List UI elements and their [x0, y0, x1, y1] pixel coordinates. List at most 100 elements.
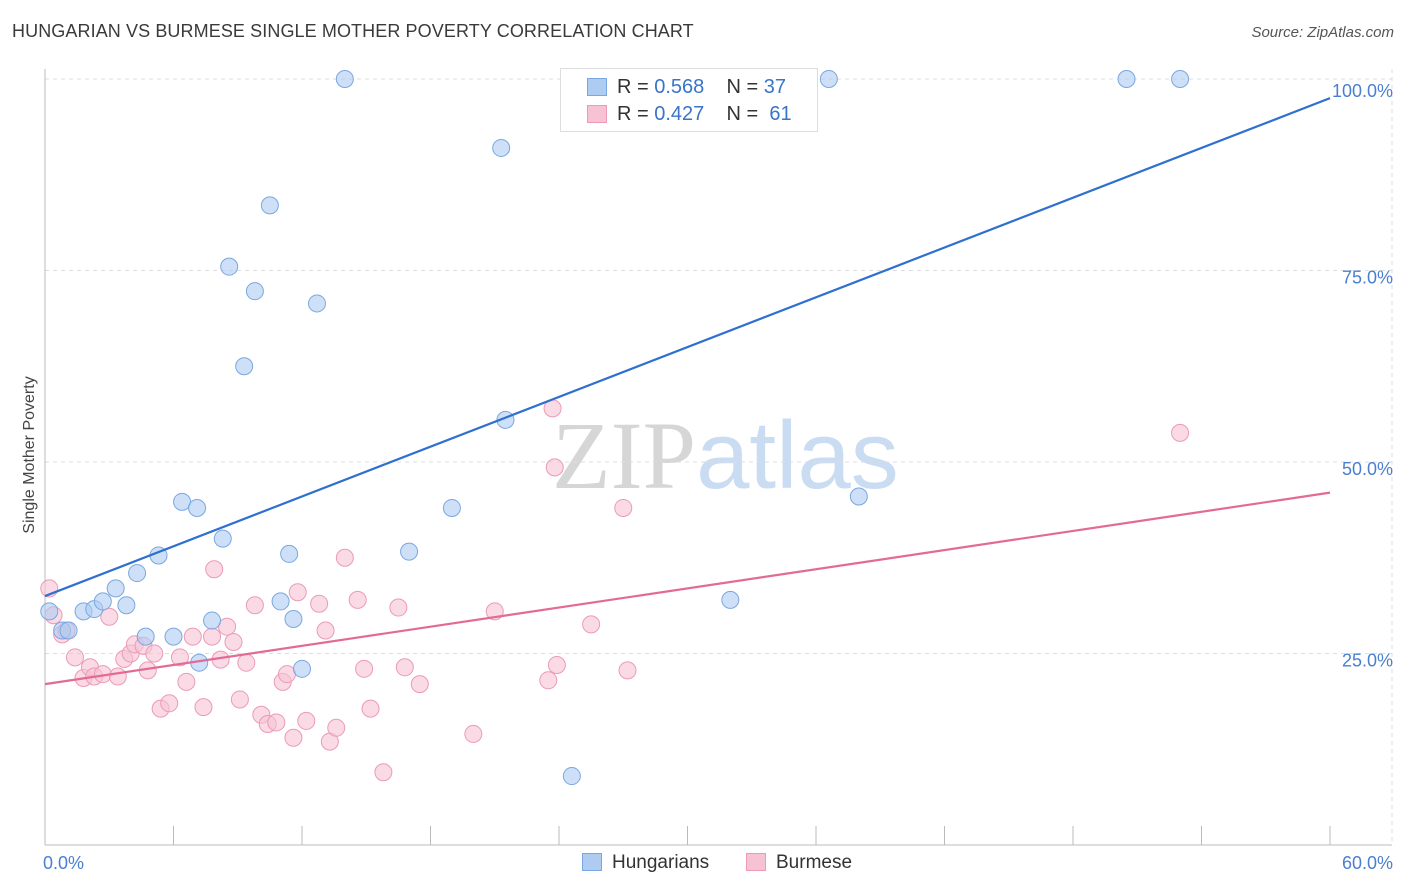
- point-hungarians: [849, 487, 868, 506]
- point-hungarians: [293, 659, 311, 678]
- legend-swatch-burmese: [587, 105, 607, 123]
- legend-n-label: N =: [726, 76, 764, 98]
- y-tick-label: 50.0%: [1342, 459, 1393, 479]
- point-burmese: [410, 675, 429, 694]
- series-label-burmese: Burmese: [776, 852, 853, 873]
- point-burmese: [230, 690, 249, 709]
- point-burmese: [297, 711, 316, 730]
- point-hungarians: [492, 138, 511, 157]
- point-hungarians: [220, 257, 239, 276]
- legend-n-value-burmese: 61: [769, 103, 792, 125]
- legend-row-hungarians: R = 0.568 N = 37: [587, 76, 786, 98]
- point-hungarians: [442, 498, 461, 517]
- point-burmese: [614, 498, 633, 517]
- point-burmese: [361, 699, 380, 718]
- trend-line-hungarians: [44, 97, 1331, 598]
- point-burmese: [374, 763, 393, 782]
- point-burmese: [183, 627, 202, 646]
- point-burmese: [203, 627, 222, 646]
- point-hungarians: [106, 579, 125, 598]
- point-burmese: [355, 659, 374, 678]
- tick-labels: 25.0% 50.0% 75.0% 100.0% 0.0% 60.0%: [43, 81, 1393, 873]
- x-tick-label-max: 60.0%: [1342, 853, 1393, 873]
- point-burmese: [108, 667, 127, 686]
- point-hungarians: [307, 294, 326, 313]
- legend-swatch-hungarians: [587, 78, 607, 96]
- point-burmese: [224, 633, 243, 652]
- point-burmese: [327, 718, 346, 737]
- point-burmese: [65, 648, 84, 667]
- point-burmese: [278, 665, 297, 684]
- point-hungarians: [280, 544, 299, 563]
- point-hungarians: [59, 621, 78, 640]
- stats-legend: R = 0.568 N = 37 R = 0.427 N = 61: [560, 68, 818, 132]
- series-swatch-burmese: [746, 853, 766, 871]
- point-burmese: [1171, 423, 1190, 442]
- point-hungarians: [400, 542, 419, 561]
- x-tick-label-min: 0.0%: [43, 853, 84, 873]
- point-burmese: [310, 594, 329, 613]
- legend-r-value-burmese: 0.427: [654, 103, 705, 125]
- point-hungarians: [164, 627, 183, 646]
- series-swatch-hungarians: [582, 853, 602, 871]
- point-burmese: [145, 644, 164, 663]
- point-hungarians: [213, 529, 232, 548]
- y-tick-label: 25.0%: [1342, 651, 1393, 671]
- point-hungarians: [271, 592, 290, 611]
- point-hungarians: [260, 196, 279, 215]
- point-burmese: [389, 598, 408, 617]
- point-hungarians: [335, 70, 354, 88]
- point-hungarians: [1117, 70, 1136, 88]
- point-hungarians: [128, 564, 147, 583]
- point-burmese: [237, 653, 256, 672]
- watermark-zip: ZIP: [552, 402, 696, 509]
- legend-row-burmese: R = 0.427 N = 61: [587, 103, 792, 125]
- source-credit: Source: ZipAtlas.com: [1251, 24, 1394, 41]
- point-burmese: [245, 596, 264, 615]
- series-legend-hungarians: Hungarians: [582, 852, 709, 874]
- point-burmese: [582, 615, 601, 634]
- point-burmese: [267, 713, 286, 732]
- point-hungarians: [93, 592, 112, 611]
- point-burmese: [545, 458, 564, 477]
- trend-line-burmese: [44, 491, 1331, 686]
- trend-lines: [44, 97, 1331, 686]
- point-burmese: [194, 698, 213, 717]
- point-hungarians: [173, 492, 192, 511]
- point-burmese: [205, 560, 224, 579]
- legend-r-label: R =: [617, 103, 655, 125]
- series-legend-burmese: Burmese: [746, 852, 852, 874]
- point-burmese: [335, 548, 354, 567]
- legend-r-label: R =: [617, 76, 655, 98]
- point-burmese: [539, 671, 558, 690]
- point-hungarians: [1171, 70, 1190, 88]
- point-burmese: [218, 617, 237, 636]
- point-hungarians: [819, 70, 838, 88]
- grid-lines: [45, 69, 1393, 845]
- y-tick-label: 75.0%: [1342, 268, 1393, 288]
- axes: [44, 69, 1392, 846]
- point-burmese: [160, 694, 179, 713]
- series-label-hungarians: Hungarians: [612, 852, 710, 873]
- legend-r-value-hungarians: 0.568: [654, 76, 705, 98]
- point-hungarians: [136, 627, 155, 646]
- point-hungarians: [562, 767, 581, 786]
- point-burmese: [348, 590, 367, 609]
- point-burmese: [547, 655, 566, 674]
- point-burmese: [316, 621, 335, 640]
- point-hungarians: [40, 602, 59, 621]
- point-burmese: [170, 648, 189, 667]
- point-burmese: [618, 661, 637, 680]
- point-hungarians: [721, 590, 740, 609]
- point-hungarians: [235, 357, 254, 376]
- point-burmese: [284, 728, 303, 747]
- point-hungarians: [203, 611, 222, 630]
- y-axis-label: Single Mother Poverty: [21, 376, 38, 533]
- point-burmese: [177, 672, 196, 691]
- point-hungarians: [284, 610, 303, 629]
- legend-n-value-hungarians: 37: [763, 76, 787, 98]
- legend-n-label: N =: [726, 103, 764, 125]
- point-hungarians: [188, 498, 207, 517]
- y-tick-label: 100.0%: [1332, 81, 1393, 101]
